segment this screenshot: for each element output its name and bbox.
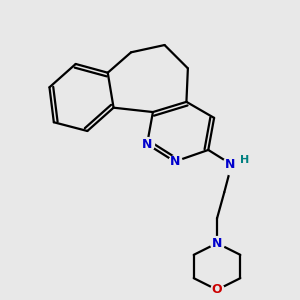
Text: N: N (225, 158, 235, 171)
Text: N: N (212, 237, 222, 250)
Text: N: N (169, 155, 180, 168)
Text: N: N (142, 138, 152, 151)
Text: H: H (240, 155, 249, 165)
Text: O: O (212, 283, 222, 296)
